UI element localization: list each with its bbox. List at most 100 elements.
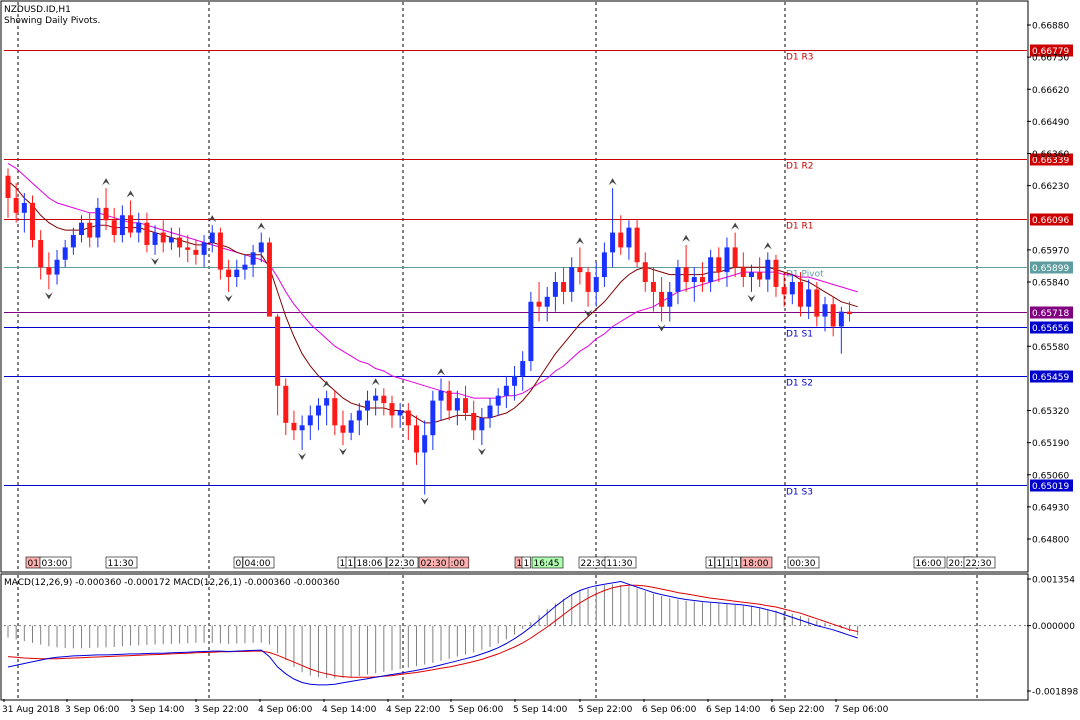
candle-body (847, 311, 853, 315)
candle-body (797, 282, 803, 307)
time-marker-box (386, 556, 419, 569)
time-marker-box (354, 556, 387, 569)
fractal-up-icon (126, 190, 135, 198)
time-marker-box (740, 556, 773, 569)
x-tick-label: 3 Sep 22:00 (194, 705, 249, 715)
fractal-up-icon (731, 222, 740, 230)
candle-body (250, 252, 256, 265)
candle-body (748, 272, 754, 278)
time-marker-label: 01 (28, 559, 39, 569)
y-tick-label: 0.65840 (1032, 279, 1069, 289)
price-box (1030, 479, 1073, 492)
candle-body (111, 220, 117, 236)
candle-body (724, 247, 730, 273)
candle-body (422, 435, 428, 453)
candle-body (307, 415, 313, 426)
candle-body (569, 267, 575, 292)
candle-body (242, 264, 248, 270)
x-tick-label: 6 Sep 22:00 (770, 705, 825, 715)
time-marker-box (705, 556, 715, 569)
time-marker-box (963, 556, 996, 569)
candle-body (512, 375, 518, 386)
time-marker-box (531, 556, 564, 569)
candle-body (217, 232, 223, 270)
candle-body (446, 390, 452, 411)
x-tick-label: 5 Sep 06:00 (449, 705, 504, 715)
pivot-label: D1 S1 (786, 330, 813, 340)
x-tick-label: 31 Aug 2018 (2, 705, 60, 715)
fractal-up-icon (371, 378, 380, 386)
time-marker-label: 1 (734, 559, 740, 569)
time-marker-label: 00:30 (790, 559, 816, 569)
time-marker-label: 1 (726, 559, 732, 569)
time-marker-label: 16:45 (534, 559, 560, 569)
x-tick-label: 4 Sep 14:00 (322, 705, 377, 715)
candle-body (667, 291, 673, 307)
price-box-text: 0.65899 (1032, 264, 1069, 274)
pivot-label: D1 R3 (786, 53, 814, 63)
time-marker-label: 02:30 (421, 559, 447, 569)
candle-body (62, 247, 68, 260)
candle-body (30, 202, 36, 240)
candle-body (552, 282, 558, 297)
macd-header: MACD(12,26,9) -0.000360 -0.000172 MACD(1… (4, 578, 340, 588)
candle-body (471, 412, 477, 431)
price-box-text: 0.65019 (1032, 482, 1069, 492)
candle-body (152, 232, 158, 245)
y-tick-label: 0.66230 (1032, 182, 1069, 192)
time-marker-box (242, 556, 275, 569)
candle-body (177, 237, 183, 248)
candle-body (585, 272, 591, 292)
time-marker-label: 04:00 (245, 559, 271, 569)
time-marker-box (105, 556, 138, 569)
candle-body (479, 417, 485, 431)
price-box (1030, 306, 1073, 319)
candle-body (128, 215, 134, 233)
x-tick-label: 3 Sep 06:00 (65, 705, 120, 715)
candle-body (21, 202, 27, 213)
price-panel-frame (0, 0, 1029, 573)
candle-body (103, 207, 109, 221)
pivots-subtitle: Showing Daily Pivots. (4, 16, 100, 26)
time-marker-box (521, 556, 531, 569)
candle-body (593, 277, 599, 292)
candle-body (299, 425, 305, 431)
time-marker-label: 1 (348, 559, 354, 569)
candle-body (577, 267, 583, 273)
x-tick-label: 5 Sep 22:00 (578, 705, 633, 715)
candle-body (54, 259, 60, 275)
candle-body (185, 247, 191, 250)
candle-body (838, 311, 844, 327)
fractal-down-icon (420, 497, 429, 505)
candle-body (373, 395, 379, 401)
time-marker-label: 18:06 (357, 559, 383, 569)
time-marker-label: 18:00 (743, 559, 769, 569)
price-box-text: 0.66779 (1032, 47, 1069, 57)
fractal-markers (44, 178, 772, 505)
candle-body (119, 215, 125, 236)
candle-body (789, 282, 795, 295)
fractal-down-icon (584, 309, 593, 317)
candle-body (659, 291, 665, 307)
time-marker-box (731, 556, 741, 569)
candle-body (806, 289, 812, 307)
candle-body (430, 400, 436, 436)
macd-indicator (4, 580, 1027, 686)
price-box-text: 0.66339 (1032, 156, 1069, 166)
candle-body (438, 390, 444, 401)
candle-body (650, 282, 656, 292)
candle-body (528, 301, 534, 362)
candle-body (397, 410, 403, 416)
candle-body (814, 289, 820, 317)
candle-body (209, 232, 215, 243)
x-tick-label: 4 Sep 22:00 (386, 705, 441, 715)
candle-body (364, 400, 370, 411)
y-tick-label: 0.65060 (1032, 471, 1069, 481)
y-tick-label: 0.64930 (1032, 503, 1069, 513)
candle-body (340, 425, 346, 433)
time-marker-box (448, 556, 470, 569)
y-tick-label: 0.65580 (1032, 343, 1069, 353)
candle-body (634, 227, 640, 263)
vertical-grid (17, 2, 978, 699)
y-tick-label: 0.66620 (1032, 86, 1069, 96)
